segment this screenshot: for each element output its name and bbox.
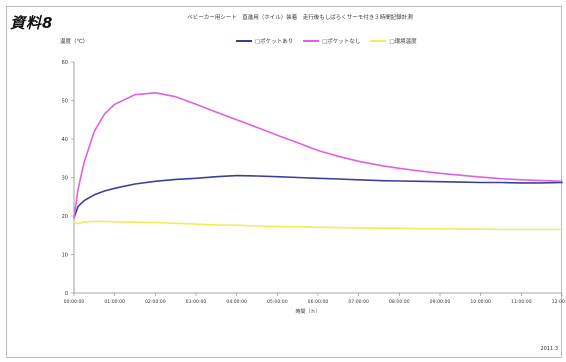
y-tick-label: 50 [62, 99, 68, 105]
x-tick-label: 08:00:00 [389, 299, 410, 305]
x-tick-label: 02:00:00 [145, 299, 166, 305]
legend-swatch [236, 40, 252, 42]
x-tick-label: 03:00:00 [186, 299, 207, 305]
series-line-1 [73, 92, 563, 219]
legend-label: □ポケットあり [255, 39, 294, 45]
legend-swatch [370, 40, 387, 42]
series-line-0 [73, 174, 563, 219]
y-tick-label: 0 [65, 291, 68, 297]
legend-label: □環境温度 [389, 39, 417, 45]
series-line-2 [73, 220, 563, 231]
y-tick-label: 20 [62, 214, 68, 220]
x-tick-label: 01:00:00 [104, 299, 125, 305]
page-number: 2011.3 [540, 346, 559, 352]
legend-item: □環境温度 [370, 37, 417, 45]
chart-legend: □ポケットあり □ポケットなし □環境温度 [236, 37, 417, 45]
y-tick-label: 10 [62, 253, 68, 259]
legend-label: □ポケットなし [322, 39, 361, 45]
x-tick-label: 05:00:00 [267, 299, 288, 305]
x-tick-label: 09:00:00 [430, 299, 451, 305]
legend-item: □ポケットなし [303, 37, 360, 45]
x-tick-label: 06:00:00 [308, 299, 329, 305]
x-tick-label: 10:00:00 [470, 299, 491, 305]
x-tick-label: 07:00:00 [348, 299, 369, 305]
x-tick-label: 12:00:00 [552, 299, 566, 305]
document-label: 資料8 [10, 14, 54, 32]
x-tick-label: 00:00:00 [64, 299, 85, 305]
chart-title: ベビーカー用シート 直進用（ホイル）装着 走行後もしばらくサーモ付き３時間記録計… [187, 15, 413, 21]
y-tick-label: 40 [62, 137, 68, 143]
y-tick-label: 30 [62, 176, 68, 182]
legend-item: □ポケットあり [236, 37, 293, 45]
y-tick-label: 60 [62, 60, 68, 66]
legend-swatch [303, 40, 320, 42]
x-axis-label: 時間（ｈ） [295, 308, 320, 315]
x-tick-label: 11:00:00 [511, 299, 532, 305]
y-axis-label: 温度（℃） [60, 39, 89, 45]
x-tick-label: 04:00:00 [226, 299, 247, 305]
